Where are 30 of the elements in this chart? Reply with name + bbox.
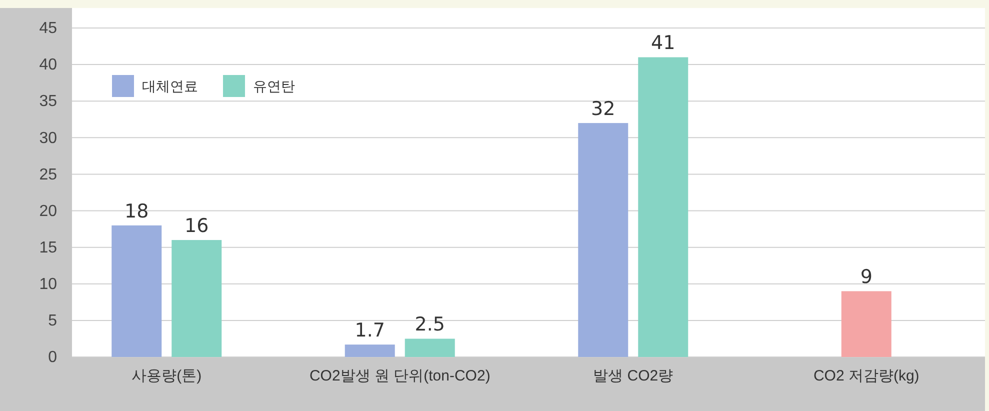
x-tick-label: CO2발생 원 단위(ton-CO2) [309, 368, 490, 385]
data-label: 1.7 [354, 320, 385, 342]
data-label: 2.5 [414, 314, 445, 336]
data-label: 41 [651, 32, 676, 54]
y-tick-label: 25 [39, 166, 58, 184]
y-tick-label: 0 [48, 349, 58, 366]
bar [404, 338, 455, 357]
legend-label: 대체연료 [142, 79, 198, 95]
y-tick-label: 15 [39, 239, 58, 256]
legend-label: 유연탄 [253, 79, 295, 95]
y-tick-label: 40 [39, 56, 58, 74]
x-tick-label: 발생 CO2량 [593, 368, 674, 385]
y-tick-label: 5 [48, 312, 58, 330]
y-tick-label: 20 [39, 202, 58, 220]
y-tick-label: 45 [39, 20, 58, 38]
x-tick-label: 사용량(톤) [132, 368, 202, 385]
data-label: 16 [184, 215, 209, 238]
bar [344, 344, 395, 357]
data-label: 18 [124, 200, 149, 222]
x-tick-label: CO2 저감량(kg) [813, 368, 920, 385]
y-tick-label: 35 [39, 93, 58, 110]
bar [112, 225, 162, 357]
bar [638, 57, 688, 357]
data-label: 9 [860, 266, 872, 288]
data-label: 32 [591, 98, 616, 120]
y-tick-label: 10 [39, 276, 58, 294]
bar [578, 123, 628, 357]
bar [172, 240, 222, 357]
y-tick-label: 30 [39, 130, 58, 147]
bar [841, 291, 892, 357]
